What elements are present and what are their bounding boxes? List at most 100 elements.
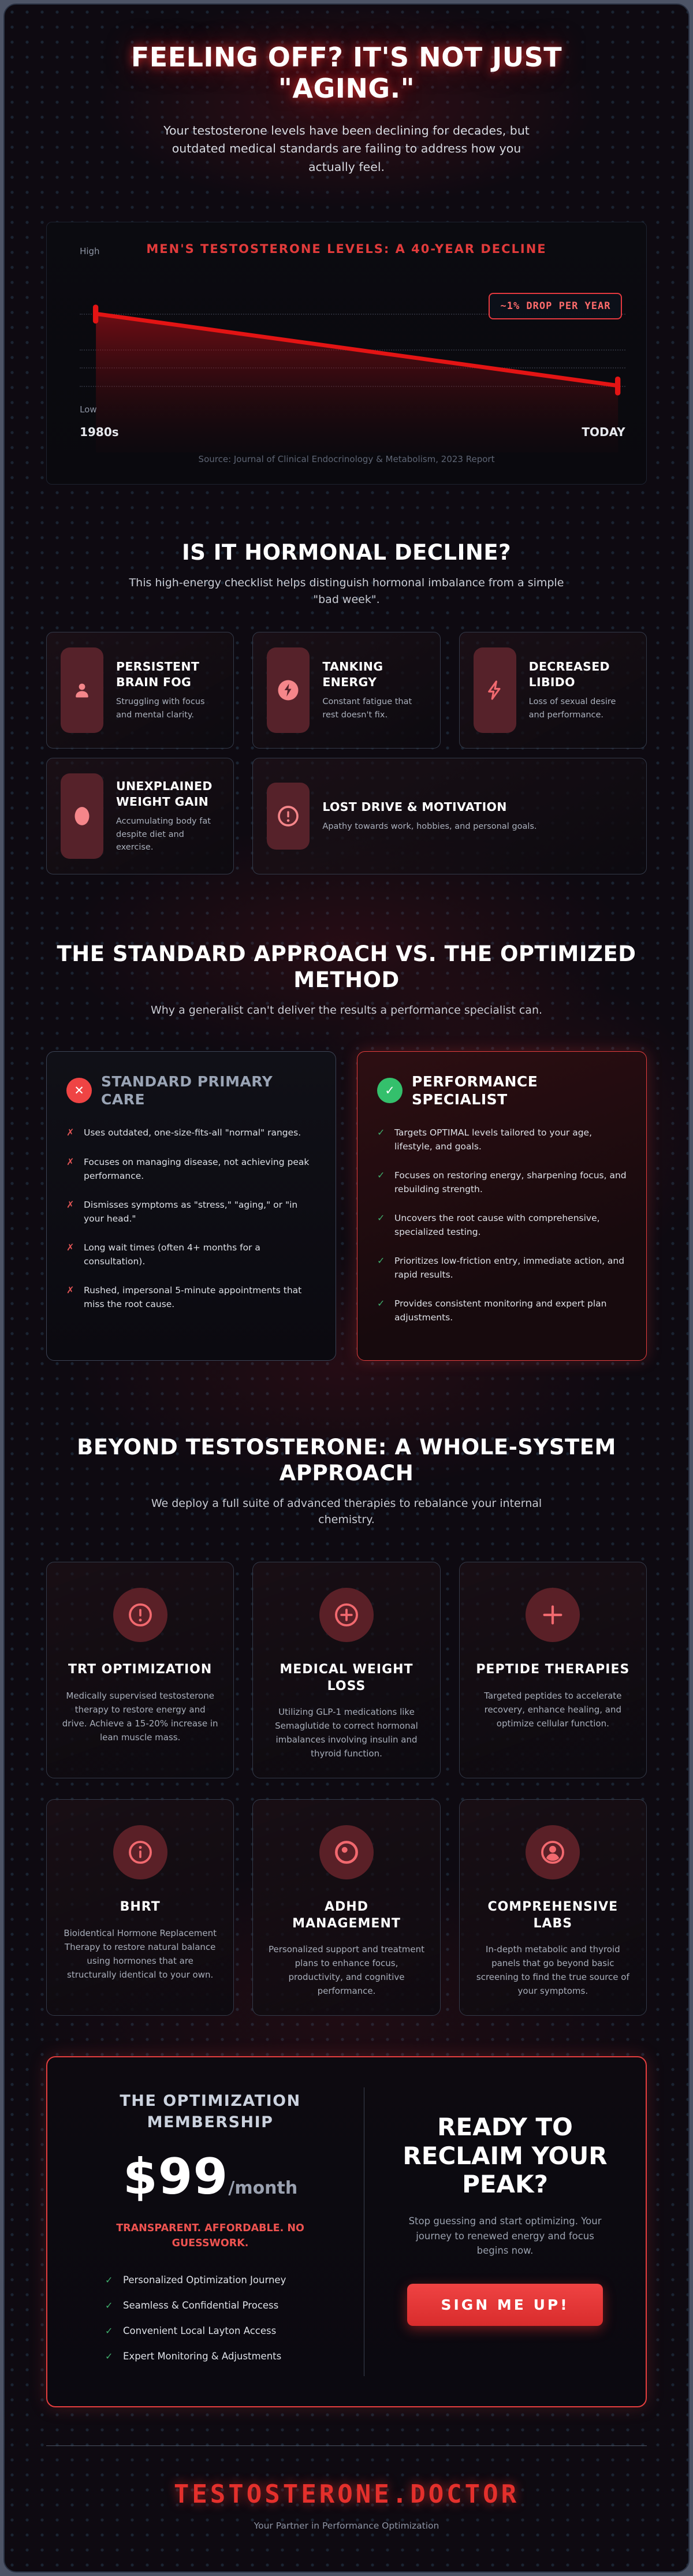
therapy-desc: Utilizing GLP-1 medications like Semaglu… [275,1707,418,1759]
list-item: ✗ Long wait times (often 4+ months for a … [66,1241,316,1268]
record-dot-icon [319,1825,374,1880]
check-mark-icon: ✓ [377,1170,385,1181]
list-item: ✓ Expert Monitoring & Adjustments [105,2350,282,2362]
therapies-subtitle: We deploy a full suite of advanced thera… [151,1497,542,1527]
symptom-desc: Constant fatigue that rest doesn't fix. [322,697,412,720]
therapy-desc: Targeted peptides to accelerate recovery… [484,1690,622,1729]
plus-icon [526,1587,580,1642]
therapies-title: BEYOND TESTOSTERONE: A WHOLE-SYSTEM APPR… [77,1435,616,1486]
therapy-card-adhd: ADHD MANAGEMENT Personalized support and… [252,1799,441,2016]
check-mark-icon: ✓ [377,1298,385,1309]
footer-tagline: Your Partner in Performance Optimization [254,2520,439,2531]
check-mark-icon: ✓ [105,2325,113,2336]
therapy-desc: Bioidentical Hormone Replacement Therapy… [64,1927,217,1980]
performance-specialist-panel: ✓ PERFORMANCE SPECIALIST ✓ Targets OPTIMA… [357,1051,647,1361]
therapy-title: COMPREHENSIVE LABS [487,1900,619,1931]
therapy-desc: Medically supervised testosterone therap… [62,1690,218,1743]
price-amount: $99 [122,2148,229,2206]
price-period: /month [228,2178,298,2199]
footer-divider [46,2445,647,2446]
therapy-title: PEPTIDE THERAPIES [476,1662,630,1677]
x-mark-icon: ✗ [66,1241,74,1253]
chart-gridline [80,314,625,315]
symptom-title: PERSISTENT BRAIN FOG [116,660,200,689]
check-mark-icon: ✓ [377,1212,385,1224]
comparison-subtitle: Why a generalist can't deliver the resul… [150,1004,543,1017]
symptom-desc: Struggling with focus and mental clarity… [116,697,205,720]
symptom-checklist-section: IS IT HORMONAL DECLINE? This high-energy… [5,539,688,875]
membership-cta-column: READY TO RECLAIM YOUR PEAK? Stop guessin… [364,2087,646,2376]
symptom-desc: Accumulating body fat despite diet and e… [116,817,211,853]
sign-up-button[interactable]: SIGN ME UP! [407,2283,603,2326]
membership-tagline: TRANSPARENT. AFFORDABLE. NO GUESSWORK. [116,2223,304,2250]
symptom-title: UNEXPLAINED WEIGHT GAIN [116,779,213,809]
list-item: ✓ Uncovers the root cause with comprehens… [377,1211,627,1239]
x-mark-icon: ✗ [66,1127,74,1138]
x-mark-icon: ✗ [66,1284,74,1296]
membership-pricing-column: THE OPTIMIZATION MEMBERSHIP $99 /month T… [47,2087,365,2376]
therapy-card-peptides: PEPTIDE THERAPIES Targeted peptides to a… [459,1561,647,1779]
user-circle-icon [526,1825,580,1880]
therapy-desc: Personalized support and treatment plans… [269,1944,424,1997]
cta-title: READY TO RECLAIM YOUR PEAK? [403,2113,608,2199]
check-mark-icon: ✓ [105,2274,113,2285]
therapy-card-trt: TRT OPTIMIZATION Medically supervised te… [46,1561,234,1779]
check-mark-icon: ✓ [105,2350,113,2362]
checklist-subtitle: This high-energy checklist helps disting… [129,576,564,606]
symptom-title: LOST DRIVE & MOTIVATION [322,799,507,814]
page-title: FEELING OFF? IT'S NOT JUST "AGING." [131,42,562,105]
membership-feature-list: ✓ Personalized Optimization Journey ✓ Seam… [84,2275,336,2362]
membership-price: $99 /month [84,2148,336,2206]
membership-panel: THE OPTIMIZATION MEMBERSHIP $99 /month T… [46,2056,647,2407]
symptom-title: DECREASED LIBIDO [528,660,610,689]
symptom-card-brain-fog: PERSISTENT BRAIN FOG Struggling with foc… [46,632,234,749]
therapy-cards-grid: TRT OPTIMIZATION Medically supervised te… [46,1561,647,2016]
therapy-card-bhrt: BHRT Bioidentical Hormone Replacement Th… [46,1799,234,2016]
standard-care-title: STANDARD PRIMARY CARE [101,1073,273,1108]
alert-circle-icon [113,1587,167,1642]
performance-specialist-list: ✓ Targets OPTIMAL levels tailored to your… [377,1126,627,1324]
list-item: ✓ Seamless & Confidential Process [105,2299,279,2311]
symptom-card-lost-drive: LOST DRIVE & MOTIVATION Apathy towards w… [252,758,647,875]
therapy-card-weight-loss: MEDICAL WEIGHT LOSS Utilizing GLP-1 medi… [252,1561,441,1779]
list-item: ✓ Focuses on restoring energy, sharpening… [377,1168,627,1196]
list-item: ✗ Focuses on managing disease, not achiev… [66,1155,316,1183]
testosterone-decline-chart-panel: MEN'S TESTOSTERONE LEVELS: A 40-YEAR DEC… [46,221,647,485]
therapy-title: ADHD MANAGEMENT [292,1900,401,1931]
list-item: ✗ Dismisses symptoms as "stress," "aging,… [66,1198,316,1226]
landing-page: FEELING OFF? IT'S NOT JUST "AGING." Your… [3,3,690,2573]
decline-line-chart [92,304,621,453]
symptom-title: TANKING ENERGY [322,660,383,689]
therapy-desc: In-depth metabolic and thyroid panels th… [476,1944,629,1997]
symptom-card-weight-gain: UNEXPLAINED WEIGHT GAIN Accumulating bod… [46,758,234,875]
x-mark-icon: ✗ [66,1198,74,1210]
bolt-icon [473,647,516,734]
symptom-card-tanking-energy: TANKING ENERGY Constant fatigue that res… [252,632,441,749]
list-item: ✓ Provides consistent monitoring and expe… [377,1297,627,1324]
info-circle-icon [113,1825,167,1880]
x-axis-start-label: 1980s [80,425,119,439]
standard-care-panel: ✕ STANDARD PRIMARY CARE ✗ Uses outdated, … [46,1051,336,1361]
footer: TESTOSTERONE.DOCTOR Your Partner in Perf… [5,2445,688,2571]
list-item: ✗ Uses outdated, one-size-fits-all "norma… [66,1126,316,1140]
chart-source: Source: Journal of Clinical Endocrinolog… [198,453,495,464]
list-item: ✗ Rushed, impersonal 5-minute appointment… [66,1283,316,1311]
checklist-title: IS IT HORMONAL DECLINE? [181,539,512,565]
symptom-desc: Loss of sexual desire and performance. [528,697,616,720]
therapy-title: BHRT [120,1900,161,1915]
comparison-title: THE STANDARD APPROACH VS. THE OPTIMIZED … [57,941,636,992]
standard-care-list: ✗ Uses outdated, one-size-fits-all "norma… [66,1126,316,1311]
y-axis-low-label: Low [80,404,97,415]
check-circle-icon: ✓ [377,1077,403,1103]
list-item: ✓ Convenient Local Layton Access [105,2325,277,2336]
check-mark-icon: ✓ [377,1127,385,1138]
hero-subtitle: Your testosterone levels have been decli… [163,123,530,174]
alert-circle-icon [267,783,310,850]
list-item: ✓ Personalized Optimization Journey [105,2274,286,2285]
x-circle-icon: ✕ [66,1077,92,1103]
plus-circle-icon [319,1587,374,1642]
list-item: ✓ Prioritizes low-friction entry, immedia… [377,1254,627,1282]
comparison-section: THE STANDARD APPROACH VS. THE OPTIMIZED … [5,941,688,1361]
therapy-card-labs: COMPREHENSIVE LABS In-depth metabolic an… [459,1799,647,2016]
site-logo: TESTOSTERONE.DOCTOR [173,2479,520,2509]
